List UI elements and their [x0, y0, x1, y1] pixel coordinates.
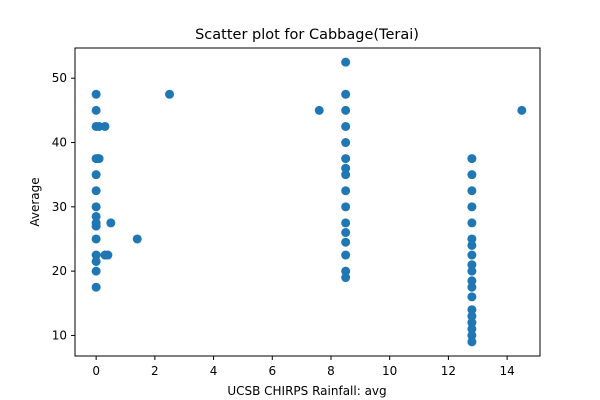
scatter-point	[467, 324, 477, 334]
x-tick-label: 14	[499, 364, 514, 378]
scatter-point	[341, 273, 351, 283]
scatter-point	[91, 250, 101, 260]
scatter-point	[467, 318, 477, 328]
scatter-point	[341, 218, 351, 228]
scatter-point	[341, 186, 351, 196]
scatter-point	[467, 311, 477, 321]
scatter-point	[91, 234, 101, 244]
scatter-point	[467, 202, 477, 212]
x-tick-label: 10	[382, 364, 397, 378]
scatter-point	[91, 186, 101, 196]
scatter-point	[341, 170, 351, 180]
scatter-point	[132, 234, 142, 244]
x-tick-label: 2	[151, 364, 159, 378]
scatter-point	[91, 211, 101, 221]
x-axis-label: UCSB CHIRPS Rainfall: avg	[227, 384, 386, 398]
scatter-point	[467, 240, 477, 250]
scatter-point	[341, 237, 351, 247]
y-tick-label: 20	[52, 264, 67, 278]
plot-marks	[91, 57, 527, 347]
scatter-point	[467, 186, 477, 196]
scatter-point	[467, 266, 477, 276]
scatter-point	[467, 170, 477, 180]
scatter-point	[100, 121, 110, 131]
scatter-point	[91, 282, 101, 292]
scatter-point	[467, 305, 477, 315]
scatter-point	[517, 105, 527, 115]
scatter-point	[341, 138, 351, 148]
x-tick-label: 8	[327, 364, 335, 378]
scatter-point	[467, 282, 477, 292]
scatter-point	[467, 250, 477, 260]
scatter-point	[91, 89, 101, 99]
scatter-point	[165, 89, 175, 99]
y-tick-label: 10	[52, 328, 67, 342]
scatter-point	[341, 105, 351, 115]
scatter-point	[91, 105, 101, 115]
scatter-point	[341, 202, 351, 212]
scatter-point	[103, 250, 113, 260]
scatter-point	[341, 121, 351, 131]
x-tick-label: 6	[268, 364, 276, 378]
y-tick-label: 30	[52, 200, 67, 214]
scatter-point	[467, 218, 477, 228]
scatter-point	[467, 234, 477, 244]
x-tick-label: 12	[441, 364, 456, 378]
scatter-point	[91, 202, 101, 212]
scatter-point	[467, 330, 477, 340]
scatter-point	[467, 154, 477, 164]
y-tick-label: 50	[52, 71, 67, 85]
x-tick-label: 0	[92, 364, 100, 378]
plot-frame	[74, 47, 541, 357]
scatter-point	[341, 57, 351, 67]
scatter-point	[467, 292, 477, 302]
scatter-point	[91, 221, 101, 231]
y-tick-label: 40	[52, 136, 67, 150]
scatter-point	[314, 105, 324, 115]
chart-title: Scatter plot for Cabbage(Terai)	[195, 27, 419, 43]
scatter-point	[341, 154, 351, 164]
scatter-point	[93, 154, 103, 164]
scatter-point	[91, 170, 101, 180]
scatter-point	[341, 228, 351, 238]
scatter-point	[341, 266, 351, 276]
scatter-point	[341, 250, 351, 260]
scatter-point	[467, 276, 477, 286]
x-tick-label: 4	[210, 364, 218, 378]
scatter-point	[467, 337, 477, 347]
y-axis-label: Average	[28, 177, 42, 226]
scatter-point	[91, 256, 101, 266]
scatter-point	[341, 163, 351, 173]
scatter-point	[91, 266, 101, 276]
axis-ticks: 0 2 4 6 8 10 12 14 10 20 30 40 50	[52, 71, 515, 378]
scatter-point	[467, 260, 477, 270]
scatter-point	[341, 89, 351, 99]
scatter-point	[106, 218, 116, 228]
